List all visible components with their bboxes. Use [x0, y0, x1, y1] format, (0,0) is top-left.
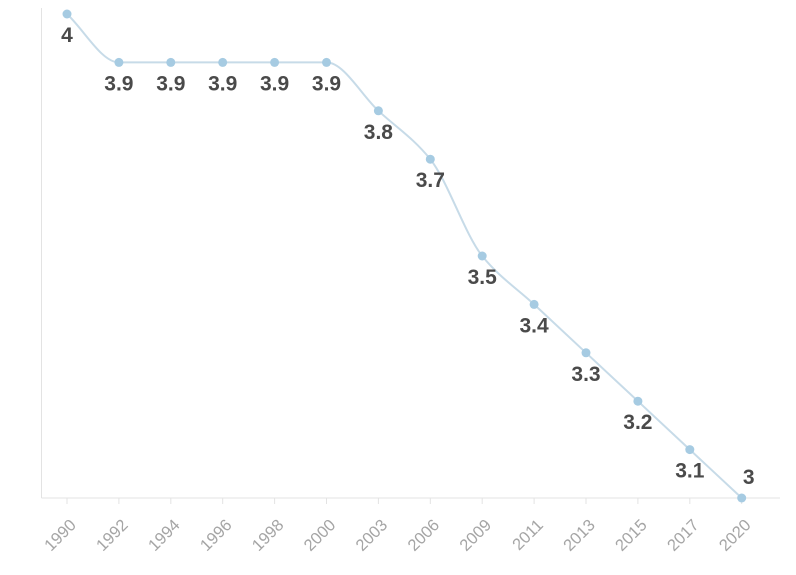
data-point: [477, 251, 487, 261]
point-label: 3.7: [416, 169, 445, 192]
data-point: [166, 57, 176, 67]
data-point: [529, 299, 539, 309]
point-label: 3.1: [675, 460, 705, 483]
x-axis-label: 2017: [664, 516, 703, 555]
point-label: 3.9: [208, 72, 237, 95]
data-point: [737, 493, 747, 503]
data-point: [685, 445, 695, 455]
point-label: 3.2: [623, 411, 652, 434]
point-label: 3.9: [104, 72, 133, 95]
point-label: 3.9: [156, 72, 185, 95]
point-label: 4: [61, 24, 73, 47]
point-label: 3.8: [364, 121, 394, 144]
point-label: 3.9: [260, 72, 289, 95]
data-point: [114, 57, 124, 67]
x-axis-label: 2011: [509, 516, 547, 554]
data-point: [218, 57, 228, 67]
x-axis-label: 2013: [560, 516, 599, 555]
x-axis-label: 2003: [353, 516, 392, 555]
data-point: [270, 57, 280, 67]
point-label: 3: [743, 466, 755, 489]
point-label: 3.9: [312, 72, 341, 95]
x-axis-label: 2015: [612, 516, 651, 555]
x-axis-label: 1998: [249, 516, 288, 555]
data-point: [373, 106, 383, 116]
x-axis-label: 1990: [41, 516, 80, 555]
data-point: [633, 396, 643, 406]
x-axis-label: 2006: [404, 516, 443, 555]
point-label: 3.4: [519, 314, 549, 337]
x-axis-label: 1996: [197, 516, 236, 555]
x-axis-label: 2009: [456, 516, 495, 555]
point-label: 3.3: [571, 363, 600, 386]
x-axis-label: 1994: [145, 516, 184, 555]
x-axis-label: 1992: [93, 516, 132, 555]
x-axis-label: 2020: [716, 516, 755, 555]
point-label: 3.5: [468, 266, 498, 289]
data-point: [425, 154, 435, 164]
data-point: [581, 348, 591, 358]
x-axis-label: 2000: [301, 516, 340, 555]
data-point: [322, 57, 331, 67]
data-point: [62, 9, 72, 19]
